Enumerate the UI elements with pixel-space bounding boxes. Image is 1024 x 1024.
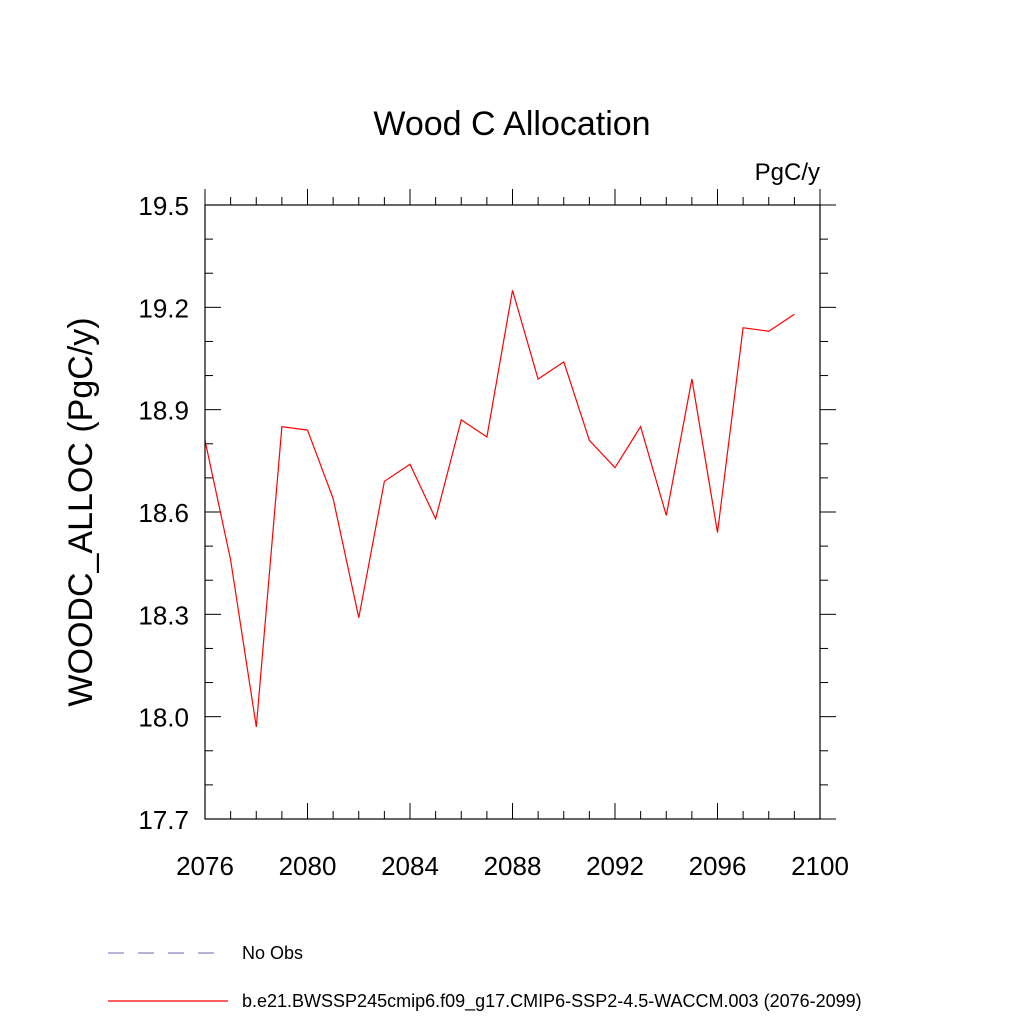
y-tick-label: 18.0 bbox=[138, 703, 189, 733]
legend-label-no-obs: No Obs bbox=[242, 943, 303, 963]
y-tick-label: 19.2 bbox=[138, 293, 189, 323]
x-tick-label: 2084 bbox=[381, 851, 439, 881]
series-line-0 bbox=[204, 290, 795, 727]
y-tick-label: 18.9 bbox=[138, 396, 189, 426]
y-tick-label: 18.3 bbox=[138, 600, 189, 630]
y-tick-labels: 17.7 18.0 18.3 18.6 18.9 19.2 19.5 bbox=[138, 191, 189, 835]
x-tick-label: 2100 bbox=[791, 851, 849, 881]
x-tick-label: 2096 bbox=[689, 851, 747, 881]
x-tick-label: 2080 bbox=[279, 851, 337, 881]
y-axis-label: WOODC_ALLOC (PgC/y) bbox=[62, 317, 100, 706]
chart-title: Wood C Allocation bbox=[373, 105, 650, 143]
x-tick-label: 2088 bbox=[484, 851, 542, 881]
x-tick-labels: 2076 2080 2084 2088 2092 2096 2100 bbox=[176, 851, 849, 881]
x-tick-label: 2076 bbox=[176, 851, 234, 881]
y-tick-label: 17.7 bbox=[138, 805, 189, 835]
y-tick-label: 18.6 bbox=[138, 498, 189, 528]
legend: No Obs b.e21.BWSSP245cmip6.f09_g17.CMIP6… bbox=[108, 943, 862, 1012]
series-lines bbox=[204, 290, 795, 727]
legend-label-model-run: b.e21.BWSSP245cmip6.f09_g17.CMIP6-SSP2-4… bbox=[242, 991, 862, 1012]
x-tick-label: 2092 bbox=[586, 851, 644, 881]
axis-ticks bbox=[204, 189, 836, 820]
y-tick-label: 19.5 bbox=[138, 191, 189, 221]
units-label: PgC/y bbox=[755, 159, 820, 186]
plot-frame bbox=[204, 204, 821, 820]
